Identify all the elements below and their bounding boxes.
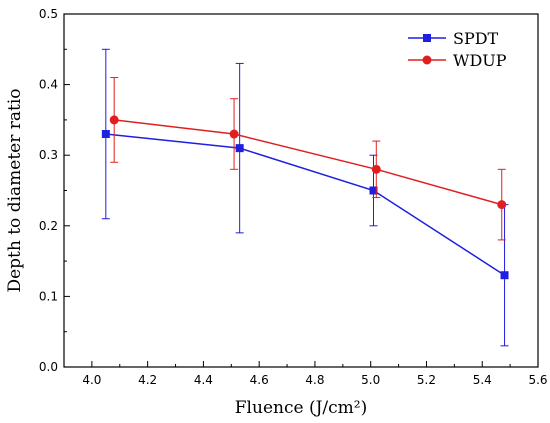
wdup-line	[114, 119, 502, 206]
x-tick-label-1: 4.2	[138, 373, 157, 387]
y-tick-label-4: 0.4	[39, 78, 58, 92]
legend-item-wdup: WDUP	[408, 51, 507, 70]
x-tick-label-7: 5.4	[473, 373, 492, 387]
x-tick-label-4: 4.8	[305, 373, 324, 387]
legend: SPDT WDUP	[408, 29, 507, 70]
y-axis-label: Depth to diameter ratio	[5, 88, 25, 292]
x-tick-label-5: 5.0	[361, 373, 380, 387]
y-tick-label-0: 0.0	[39, 360, 58, 374]
legend-marker-spdt	[423, 34, 431, 42]
x-tick-label-3: 4.6	[250, 373, 269, 387]
wdup-point-3	[497, 200, 507, 210]
x-tick-label-2: 4.4	[194, 373, 213, 387]
x-tick-label-0: 4.0	[82, 373, 101, 387]
x-tick-label-6: 5.2	[417, 373, 436, 387]
spdt-point-3	[500, 271, 509, 280]
plot-frame	[63, 13, 539, 368]
x-tick-label-8: 5.6	[528, 373, 547, 387]
y-tick-label-2: 0.2	[39, 219, 58, 233]
legend-item-spdt: SPDT	[408, 29, 499, 48]
series-wdup	[109, 77, 507, 241]
spdt-point-1	[235, 144, 244, 153]
spdt-line	[105, 133, 505, 276]
spdt-point-2	[369, 186, 378, 195]
x-axis-label: Fluence (J/cm²)	[235, 398, 367, 418]
y-tick-label-3: 0.3	[39, 148, 58, 162]
legend-label-wdup: WDUP	[453, 51, 507, 70]
series-spdt	[101, 48, 509, 347]
wdup-point-2	[371, 164, 381, 174]
spdt-point-0	[101, 130, 110, 139]
wdup-point-0	[109, 115, 119, 125]
y-tick-label-1: 0.1	[39, 289, 58, 303]
y-tick-label-5: 0.5	[39, 7, 58, 21]
wdup-point-1	[229, 129, 239, 139]
legend-label-spdt: SPDT	[453, 29, 499, 48]
legend-marker-wdup	[422, 55, 432, 65]
